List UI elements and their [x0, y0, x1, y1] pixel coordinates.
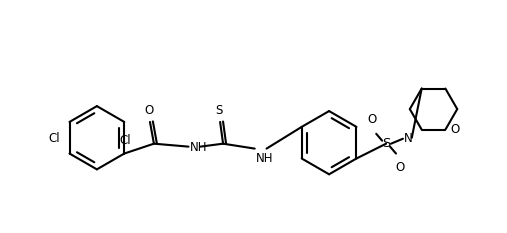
Text: O: O — [450, 123, 459, 136]
Text: S: S — [215, 104, 223, 117]
Text: O: O — [144, 104, 154, 117]
Text: N: N — [404, 132, 412, 145]
Text: Cl: Cl — [120, 134, 131, 147]
Text: S: S — [382, 137, 390, 150]
Text: Cl: Cl — [48, 132, 60, 145]
Text: O: O — [368, 113, 377, 126]
Text: NH: NH — [190, 141, 207, 154]
Text: O: O — [395, 161, 405, 175]
Text: NH: NH — [256, 152, 273, 164]
